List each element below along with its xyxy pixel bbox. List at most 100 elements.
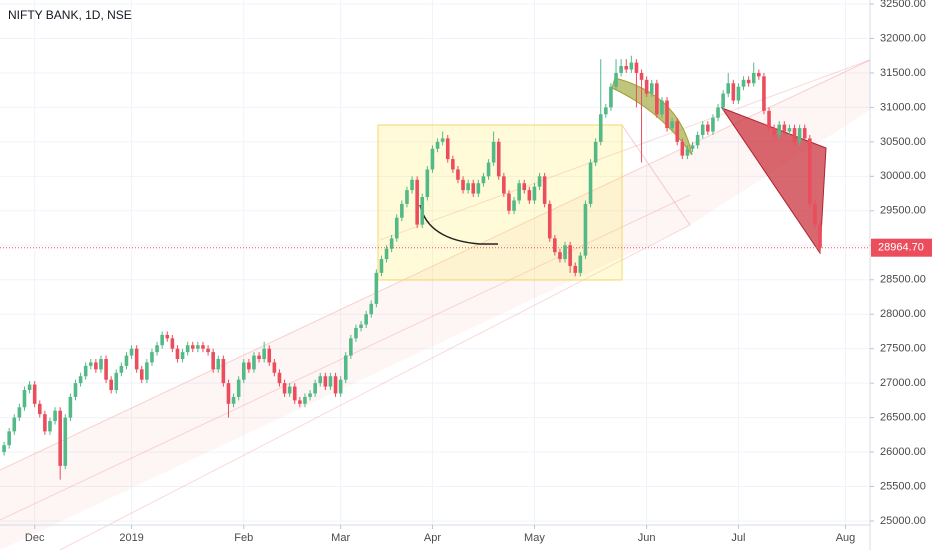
candle-body	[522, 183, 527, 191]
candle-body	[695, 134, 700, 146]
candles	[2, 55, 822, 480]
candle-body	[614, 72, 618, 87]
candle-body	[578, 255, 583, 273]
candle-body	[313, 383, 317, 394]
chart-title: NIFTY BANK, 1D, NSE	[8, 8, 132, 22]
candle-body	[726, 83, 731, 94]
candle-body	[818, 224, 822, 248]
candle-body	[792, 128, 797, 142]
x-tick-label: Jul	[731, 532, 745, 544]
candle-body	[99, 359, 103, 370]
candle-body	[129, 348, 134, 356]
candle-body	[558, 252, 562, 260]
arc-drawing	[611, 77, 693, 156]
candle-body	[415, 179, 419, 225]
candle-body	[37, 403, 42, 415]
candle-body	[711, 117, 715, 132]
last-price-label: 28964.70	[878, 242, 924, 254]
candle-body	[308, 393, 312, 397]
candle-body	[53, 410, 57, 422]
candle-body	[660, 100, 664, 115]
y-tick-label: 32000.00	[880, 32, 926, 44]
candle-body	[241, 362, 246, 380]
candle-body	[588, 162, 593, 204]
y-tick-label: 31000.00	[880, 101, 926, 113]
candle-body	[211, 352, 215, 370]
candle-body	[124, 355, 129, 366]
candle-body	[634, 62, 639, 73]
candle-body	[400, 203, 404, 218]
candle-body	[757, 72, 761, 77]
candle-body	[12, 417, 17, 432]
candle-body	[262, 348, 266, 360]
candle-body	[507, 193, 511, 211]
candle-body	[782, 124, 787, 132]
candle-body	[751, 72, 756, 84]
candle-body	[22, 390, 27, 408]
candle-body	[491, 141, 496, 163]
candle-body	[175, 348, 180, 360]
candle-body	[27, 384, 32, 391]
candle-body	[542, 176, 547, 204]
candle-body	[670, 121, 674, 129]
y-tick-label: 26000.00	[880, 446, 926, 458]
x-tick-label: Dec	[25, 532, 45, 544]
candle-body	[767, 110, 771, 129]
candle-body	[73, 383, 78, 397]
candle-body	[155, 345, 159, 353]
candle-body	[685, 148, 690, 156]
candle-body	[145, 362, 149, 380]
candle-body	[440, 138, 445, 142]
candle-body	[629, 62, 634, 70]
candle-body	[364, 314, 368, 325]
candle-body	[665, 100, 669, 129]
candle-body	[456, 169, 460, 180]
candle-body	[88, 362, 93, 366]
candle-body	[772, 128, 776, 135]
x-tick-label: Jun	[638, 532, 656, 544]
last-price-box	[871, 238, 932, 257]
candle-body	[190, 345, 195, 349]
candle-body	[170, 338, 175, 349]
candle-body	[78, 376, 83, 384]
candle-body	[762, 76, 766, 111]
y-tick-label: 29500.00	[880, 205, 926, 217]
candle-body	[675, 121, 680, 142]
candle-body	[655, 83, 659, 115]
candle-body	[63, 417, 68, 466]
candle-body	[609, 86, 613, 108]
candle-body	[389, 238, 394, 249]
candle-body	[405, 190, 409, 204]
candle-body	[119, 365, 124, 373]
candle-body	[359, 324, 363, 328]
candle-body	[466, 183, 470, 191]
candle-body	[236, 379, 241, 397]
candle-body	[48, 421, 52, 432]
candle-body	[333, 376, 338, 394]
candle-body	[583, 203, 588, 256]
candle-body	[287, 386, 292, 394]
candle-body	[476, 183, 481, 194]
candle-body	[802, 128, 807, 139]
candle-body	[257, 355, 261, 360]
candle-body	[736, 86, 741, 101]
candle-body	[32, 384, 37, 404]
candle-body	[649, 83, 654, 94]
pitchfork-line	[0, 59, 871, 471]
candle-body	[527, 190, 532, 201]
candle-body	[461, 179, 465, 191]
candle-body	[185, 345, 190, 353]
candle-body	[425, 169, 430, 198]
candle-body	[180, 352, 185, 360]
x-tick-label: Feb	[234, 532, 253, 544]
candle-body	[231, 396, 236, 404]
candle-body	[496, 141, 501, 177]
candle-body	[808, 138, 812, 204]
candle-body	[547, 203, 552, 239]
pitchfork-line	[379, 59, 871, 241]
x-tick-label: Apr	[424, 532, 441, 544]
candle-body	[532, 186, 537, 201]
candle-body	[369, 303, 374, 315]
candle-body	[165, 334, 170, 339]
candle-body	[272, 362, 277, 373]
